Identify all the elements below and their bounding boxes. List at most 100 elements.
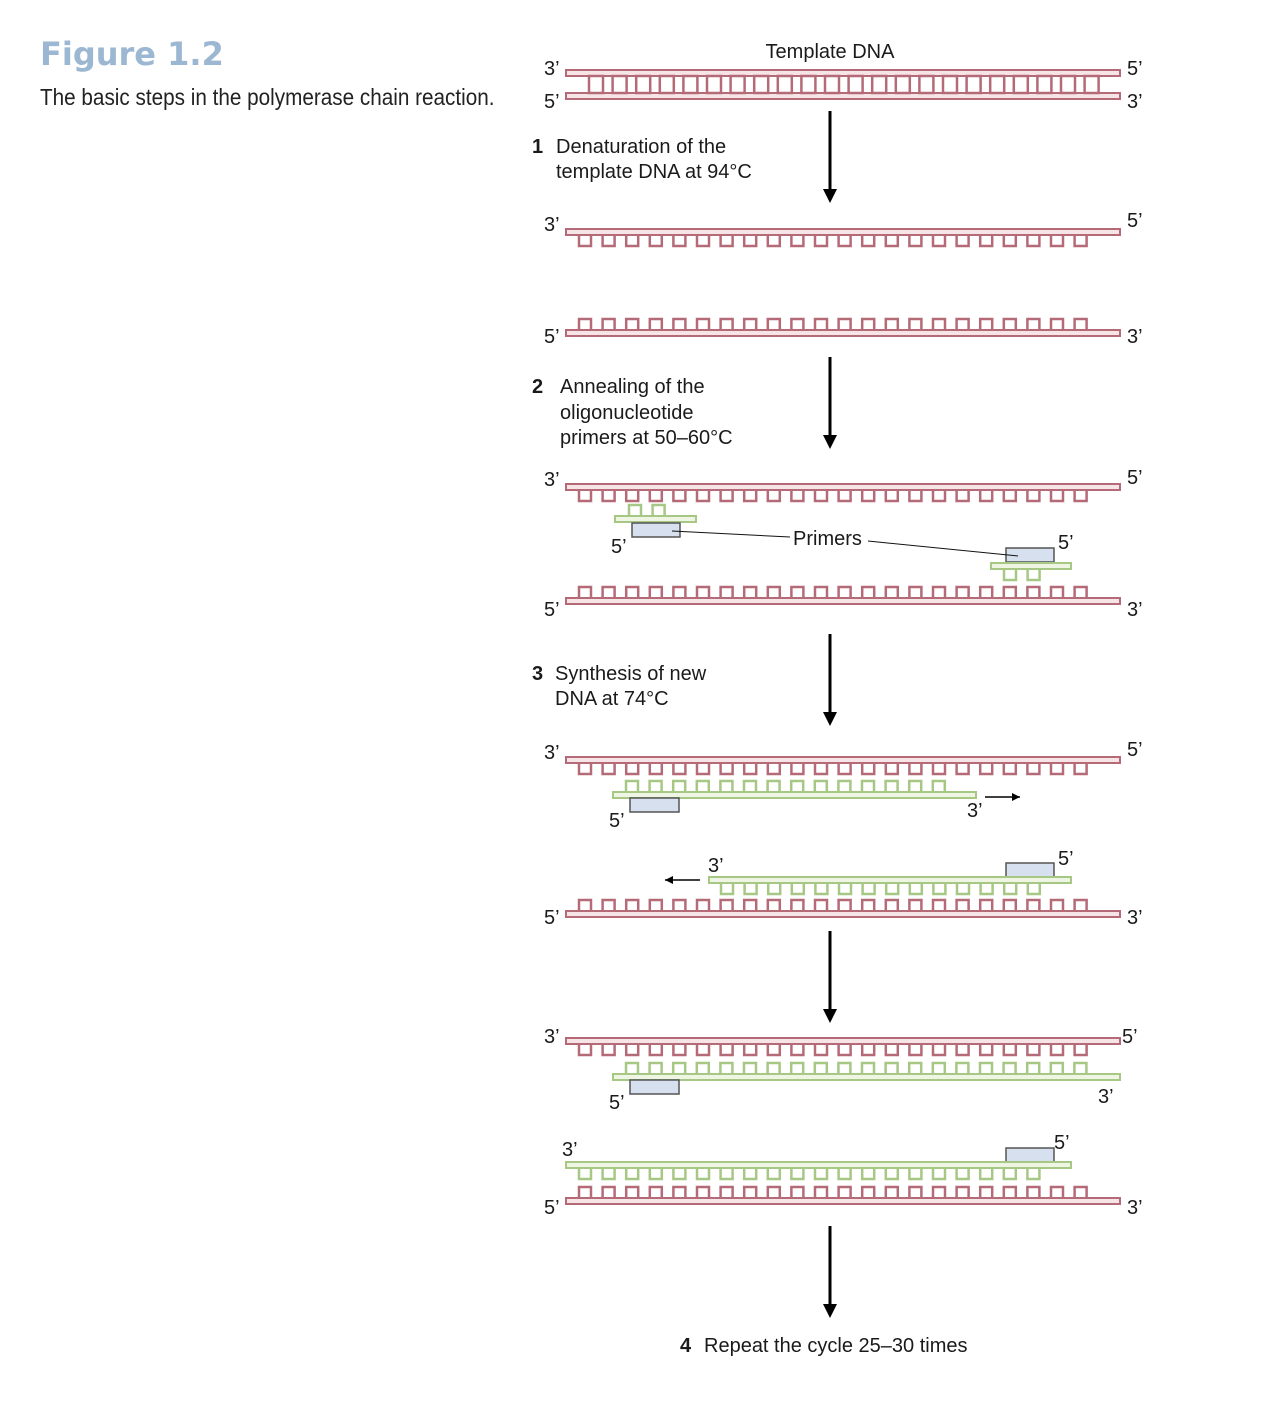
strand-backbone xyxy=(565,483,1121,491)
primer-block xyxy=(1005,547,1055,563)
base-tooth xyxy=(766,898,782,911)
dna-strand xyxy=(565,228,1121,248)
base-tooth xyxy=(860,490,876,503)
base-tooth xyxy=(624,779,640,792)
arrow-head xyxy=(823,189,837,203)
end-label-5: 5’ xyxy=(1122,1026,1138,1048)
base-pair xyxy=(918,74,935,95)
base-tooth xyxy=(884,779,899,792)
base-tooth xyxy=(766,585,782,598)
base-tooth xyxy=(884,1061,899,1074)
base-tooth xyxy=(908,1185,923,1198)
strand-backbone xyxy=(565,756,1121,764)
step-number: 3 xyxy=(532,663,543,685)
base-tooth xyxy=(766,883,782,896)
base-tooth xyxy=(813,763,829,776)
base-tooth xyxy=(648,1061,663,1074)
base-tooth xyxy=(813,1168,829,1181)
end-label-3: 3’ xyxy=(708,855,724,877)
process-arrows xyxy=(665,111,1020,1318)
end-label-5: 5’ xyxy=(1058,848,1074,870)
base-tooth xyxy=(719,883,735,896)
base-tooth xyxy=(813,779,829,792)
base-pair xyxy=(965,74,982,95)
base-tooth xyxy=(884,585,900,598)
arrow-head xyxy=(823,435,837,449)
end-labels: 3’ 5’ 5’ 3’ 3’ 5’ 5’ 3’ 3’ 5’ 5’ 5’ 5’ 3… xyxy=(544,58,1143,1219)
base-tooth xyxy=(648,763,664,776)
strand-backbone xyxy=(565,1161,1072,1169)
base-tooth xyxy=(931,898,947,911)
base-tooth xyxy=(1002,883,1018,896)
base-tooth xyxy=(931,1185,947,1198)
base-tooth xyxy=(978,1061,994,1074)
base-pair xyxy=(776,74,794,95)
base-tooth xyxy=(624,898,640,911)
base-tooth xyxy=(931,490,947,503)
base-pair xyxy=(823,74,841,95)
base-tooth xyxy=(1026,1185,1041,1198)
base-tooth xyxy=(742,585,758,598)
base-tooth xyxy=(814,883,829,896)
base-tooth xyxy=(695,1185,711,1198)
base-tooth xyxy=(837,1168,852,1181)
base-tooth xyxy=(931,779,947,792)
template-dna-label: Template DNA xyxy=(766,41,896,63)
base-tooth xyxy=(601,490,616,503)
base-tooth xyxy=(1026,1168,1041,1181)
end-label-5: 5’ xyxy=(611,536,627,558)
base-tooth xyxy=(648,235,664,248)
base-tooth xyxy=(837,235,852,248)
dna-strand xyxy=(990,562,1072,582)
base-tooth xyxy=(742,779,758,792)
end-label-3: 3’ xyxy=(967,800,983,822)
base-tooth xyxy=(979,883,994,896)
base-tooth xyxy=(766,763,782,776)
base-tooth xyxy=(978,1168,994,1181)
base-tooth xyxy=(742,1061,758,1074)
base-tooth xyxy=(766,779,781,792)
figure-caption: Figure 1.2 The basic steps in the polyme… xyxy=(40,34,510,112)
base-tooth xyxy=(577,490,593,503)
base-tooth xyxy=(742,490,758,503)
step-1-label: 1 Denaturation of the template DNA at 94… xyxy=(532,136,752,183)
step-text-line: Annealing of the xyxy=(560,376,705,398)
base-tooth xyxy=(813,585,829,598)
base-tooth xyxy=(1049,763,1065,776)
base-tooth xyxy=(627,503,643,516)
base-tooth xyxy=(789,779,805,792)
base-tooth xyxy=(719,898,734,911)
base-tooth xyxy=(1002,317,1018,330)
step-text-line: Denaturation of the xyxy=(556,136,726,158)
base-tooth xyxy=(1026,317,1041,330)
primer-block xyxy=(629,797,680,813)
base-tooth xyxy=(837,585,852,598)
base-tooth xyxy=(837,898,852,911)
base-tooth xyxy=(1002,569,1018,582)
base-tooth xyxy=(1049,490,1065,503)
base-tooth xyxy=(908,1044,923,1057)
base-tooth xyxy=(742,1168,758,1181)
base-tooth xyxy=(1002,1044,1018,1057)
base-tooth xyxy=(813,317,829,330)
arrow-head xyxy=(823,1009,837,1023)
arrow-head xyxy=(823,1304,837,1318)
base-tooth xyxy=(955,883,971,896)
base-tooth xyxy=(931,1044,947,1057)
base-tooth xyxy=(1026,585,1041,598)
base-tooth xyxy=(790,1185,805,1198)
base-tooth xyxy=(931,1168,947,1181)
base-pair xyxy=(705,74,723,95)
base-tooth xyxy=(695,235,711,248)
dna-strands xyxy=(565,69,1121,1205)
base-pair xyxy=(1059,74,1077,95)
base-tooth xyxy=(884,1168,900,1181)
dna-strand xyxy=(565,1037,1121,1057)
base-tooth xyxy=(577,317,593,330)
base-tooth xyxy=(1073,317,1088,330)
end-label-5: 5’ xyxy=(544,326,560,348)
base-tooth xyxy=(601,763,616,776)
base-tooth xyxy=(766,1185,782,1198)
base-tooth xyxy=(790,1044,805,1057)
base-tooth xyxy=(860,585,876,598)
